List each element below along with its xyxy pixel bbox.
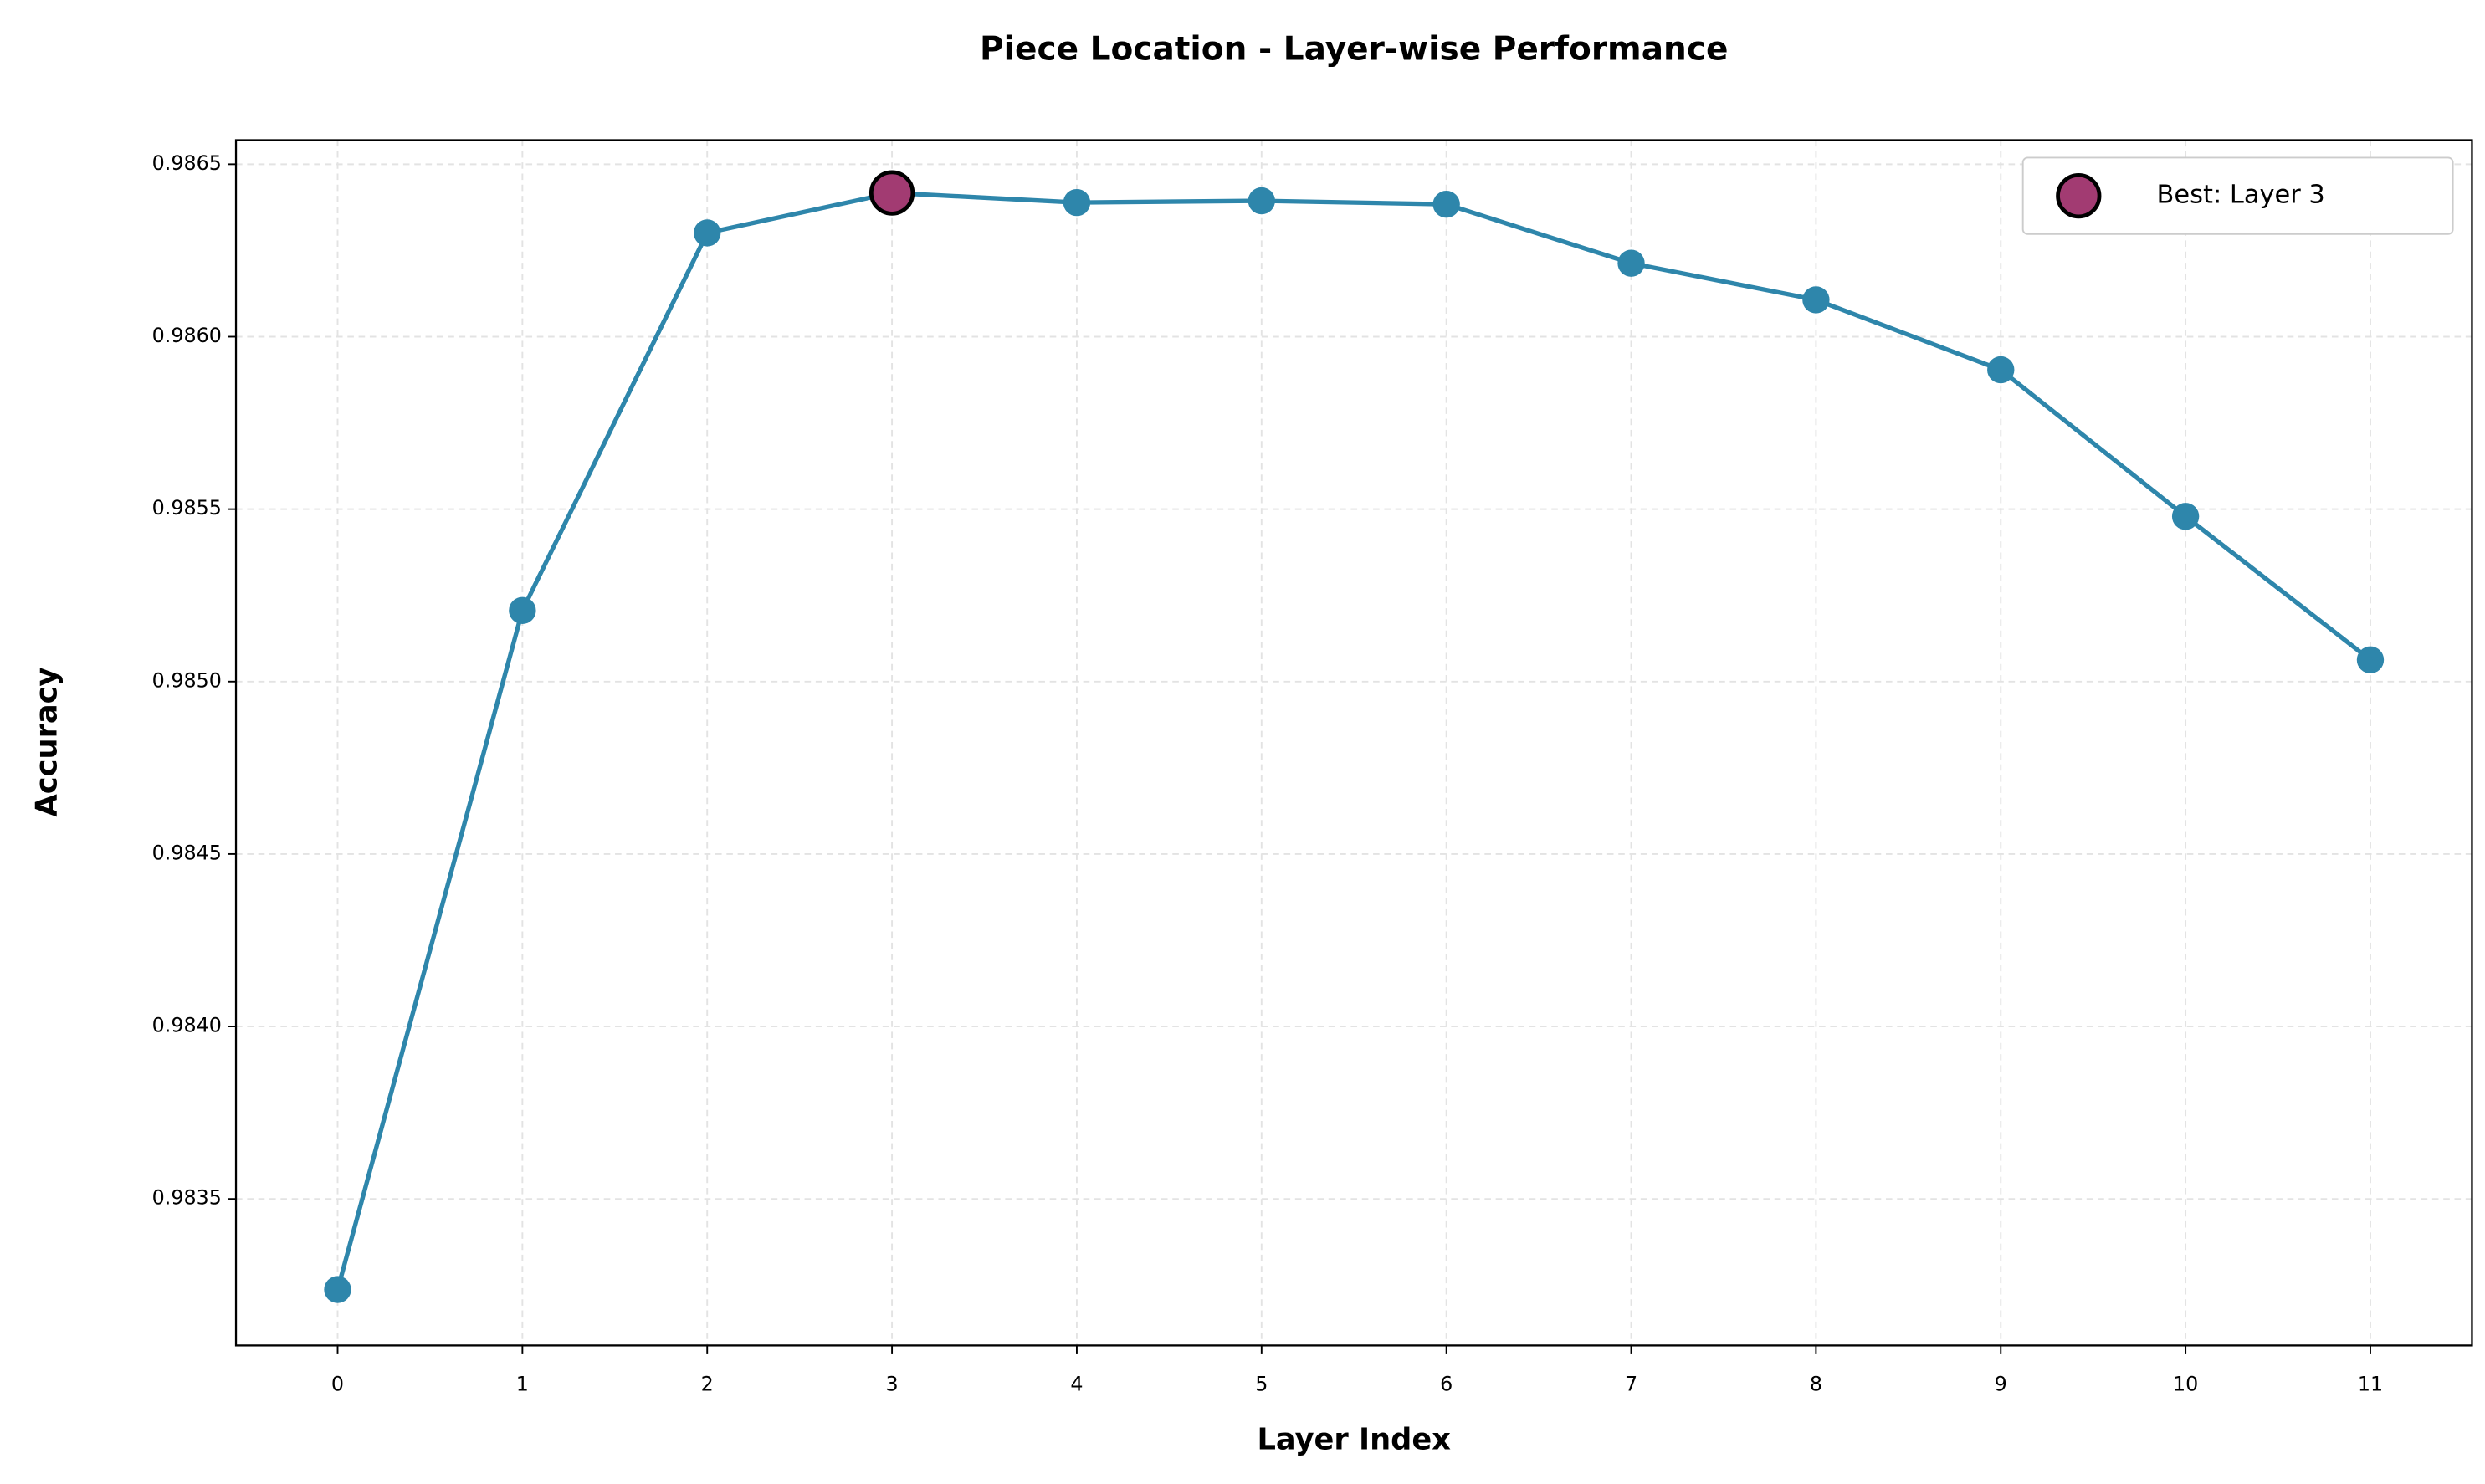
y-tick-label: 0.9845 (152, 841, 222, 864)
legend-box (2021, 156, 2454, 235)
y-tick-label: 0.9860 (152, 324, 222, 347)
y-tick-label: 0.9835 (152, 1186, 222, 1210)
y-tick-label: 0.9855 (152, 496, 222, 519)
x-tick-label: 6 (1440, 1372, 1453, 1395)
point (1248, 187, 1275, 215)
x-tick-label: 11 (2358, 1372, 2383, 1395)
legend-label: Best: Layer 3 (2157, 181, 2325, 210)
y-axis-label: Accuracy (29, 667, 64, 816)
point (1802, 286, 1830, 314)
x-tick-label: 9 (1995, 1372, 2007, 1395)
x-tick-label: 5 (1255, 1372, 1268, 1395)
plot-frame (234, 139, 2473, 1347)
x-axis-label: Layer Index (1257, 1423, 1451, 1457)
x-tick-label: 3 (886, 1372, 899, 1395)
line (335, 190, 2372, 1291)
y-tick-label: 0.9850 (152, 668, 222, 692)
x-tick-label: 7 (1625, 1372, 1637, 1395)
point (694, 219, 721, 247)
x-tick-label: 4 (1070, 1372, 1083, 1395)
legend-marker (2056, 172, 2102, 219)
best-point (868, 170, 915, 216)
y-tick-label: 0.9840 (152, 1014, 222, 1037)
point (509, 596, 536, 625)
x-tick-label: 8 (1810, 1372, 1822, 1395)
chart-title: Piece Location - Layer-wise Performance (980, 30, 1728, 68)
x-tick-label: 2 (701, 1372, 714, 1395)
point (1063, 188, 1091, 217)
y-tick-label: 0.9865 (152, 151, 222, 175)
x-tick-label: 1 (516, 1372, 529, 1395)
point (2171, 503, 2200, 530)
point (1617, 249, 1645, 277)
point (2356, 646, 2385, 673)
point (324, 1276, 351, 1303)
point (1987, 356, 2015, 384)
x-tick-label: 10 (2173, 1372, 2198, 1395)
x-tick-label: 0 (331, 1372, 344, 1395)
point (1432, 191, 1460, 218)
